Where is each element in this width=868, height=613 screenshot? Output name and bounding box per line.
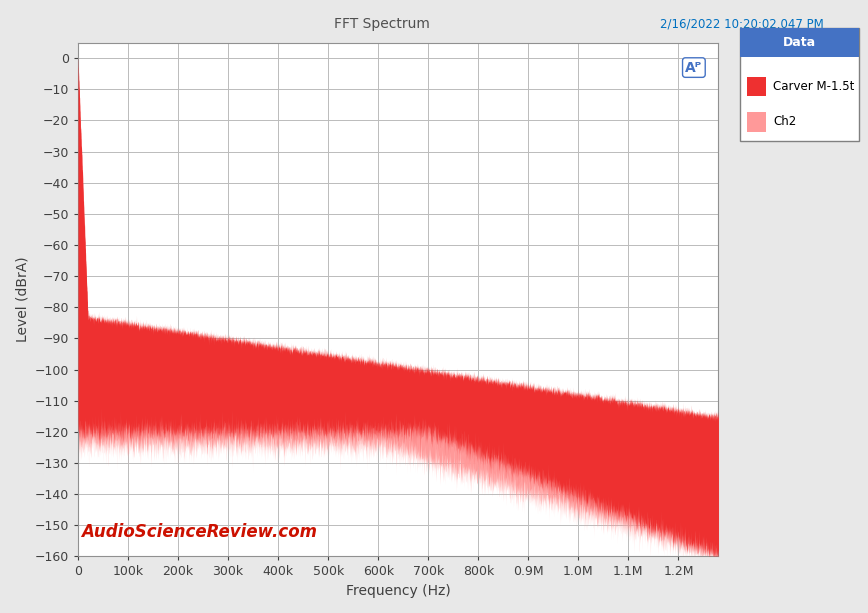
- Text: Data: Data: [783, 36, 816, 49]
- Text: 2/16/2022 10:20:02.047 PM: 2/16/2022 10:20:02.047 PM: [660, 17, 824, 30]
- Text: Aᴾ: Aᴾ: [686, 61, 702, 75]
- X-axis label: Frequency (Hz): Frequency (Hz): [345, 584, 450, 598]
- Text: Ch2: Ch2: [773, 115, 797, 129]
- Y-axis label: Level (dBrA): Level (dBrA): [15, 257, 29, 342]
- Text: Carver M-1.5t: Carver M-1.5t: [773, 80, 855, 93]
- Text: AudioScienceReview.com: AudioScienceReview.com: [82, 523, 317, 541]
- Text: FFT Spectrum: FFT Spectrum: [334, 17, 430, 31]
